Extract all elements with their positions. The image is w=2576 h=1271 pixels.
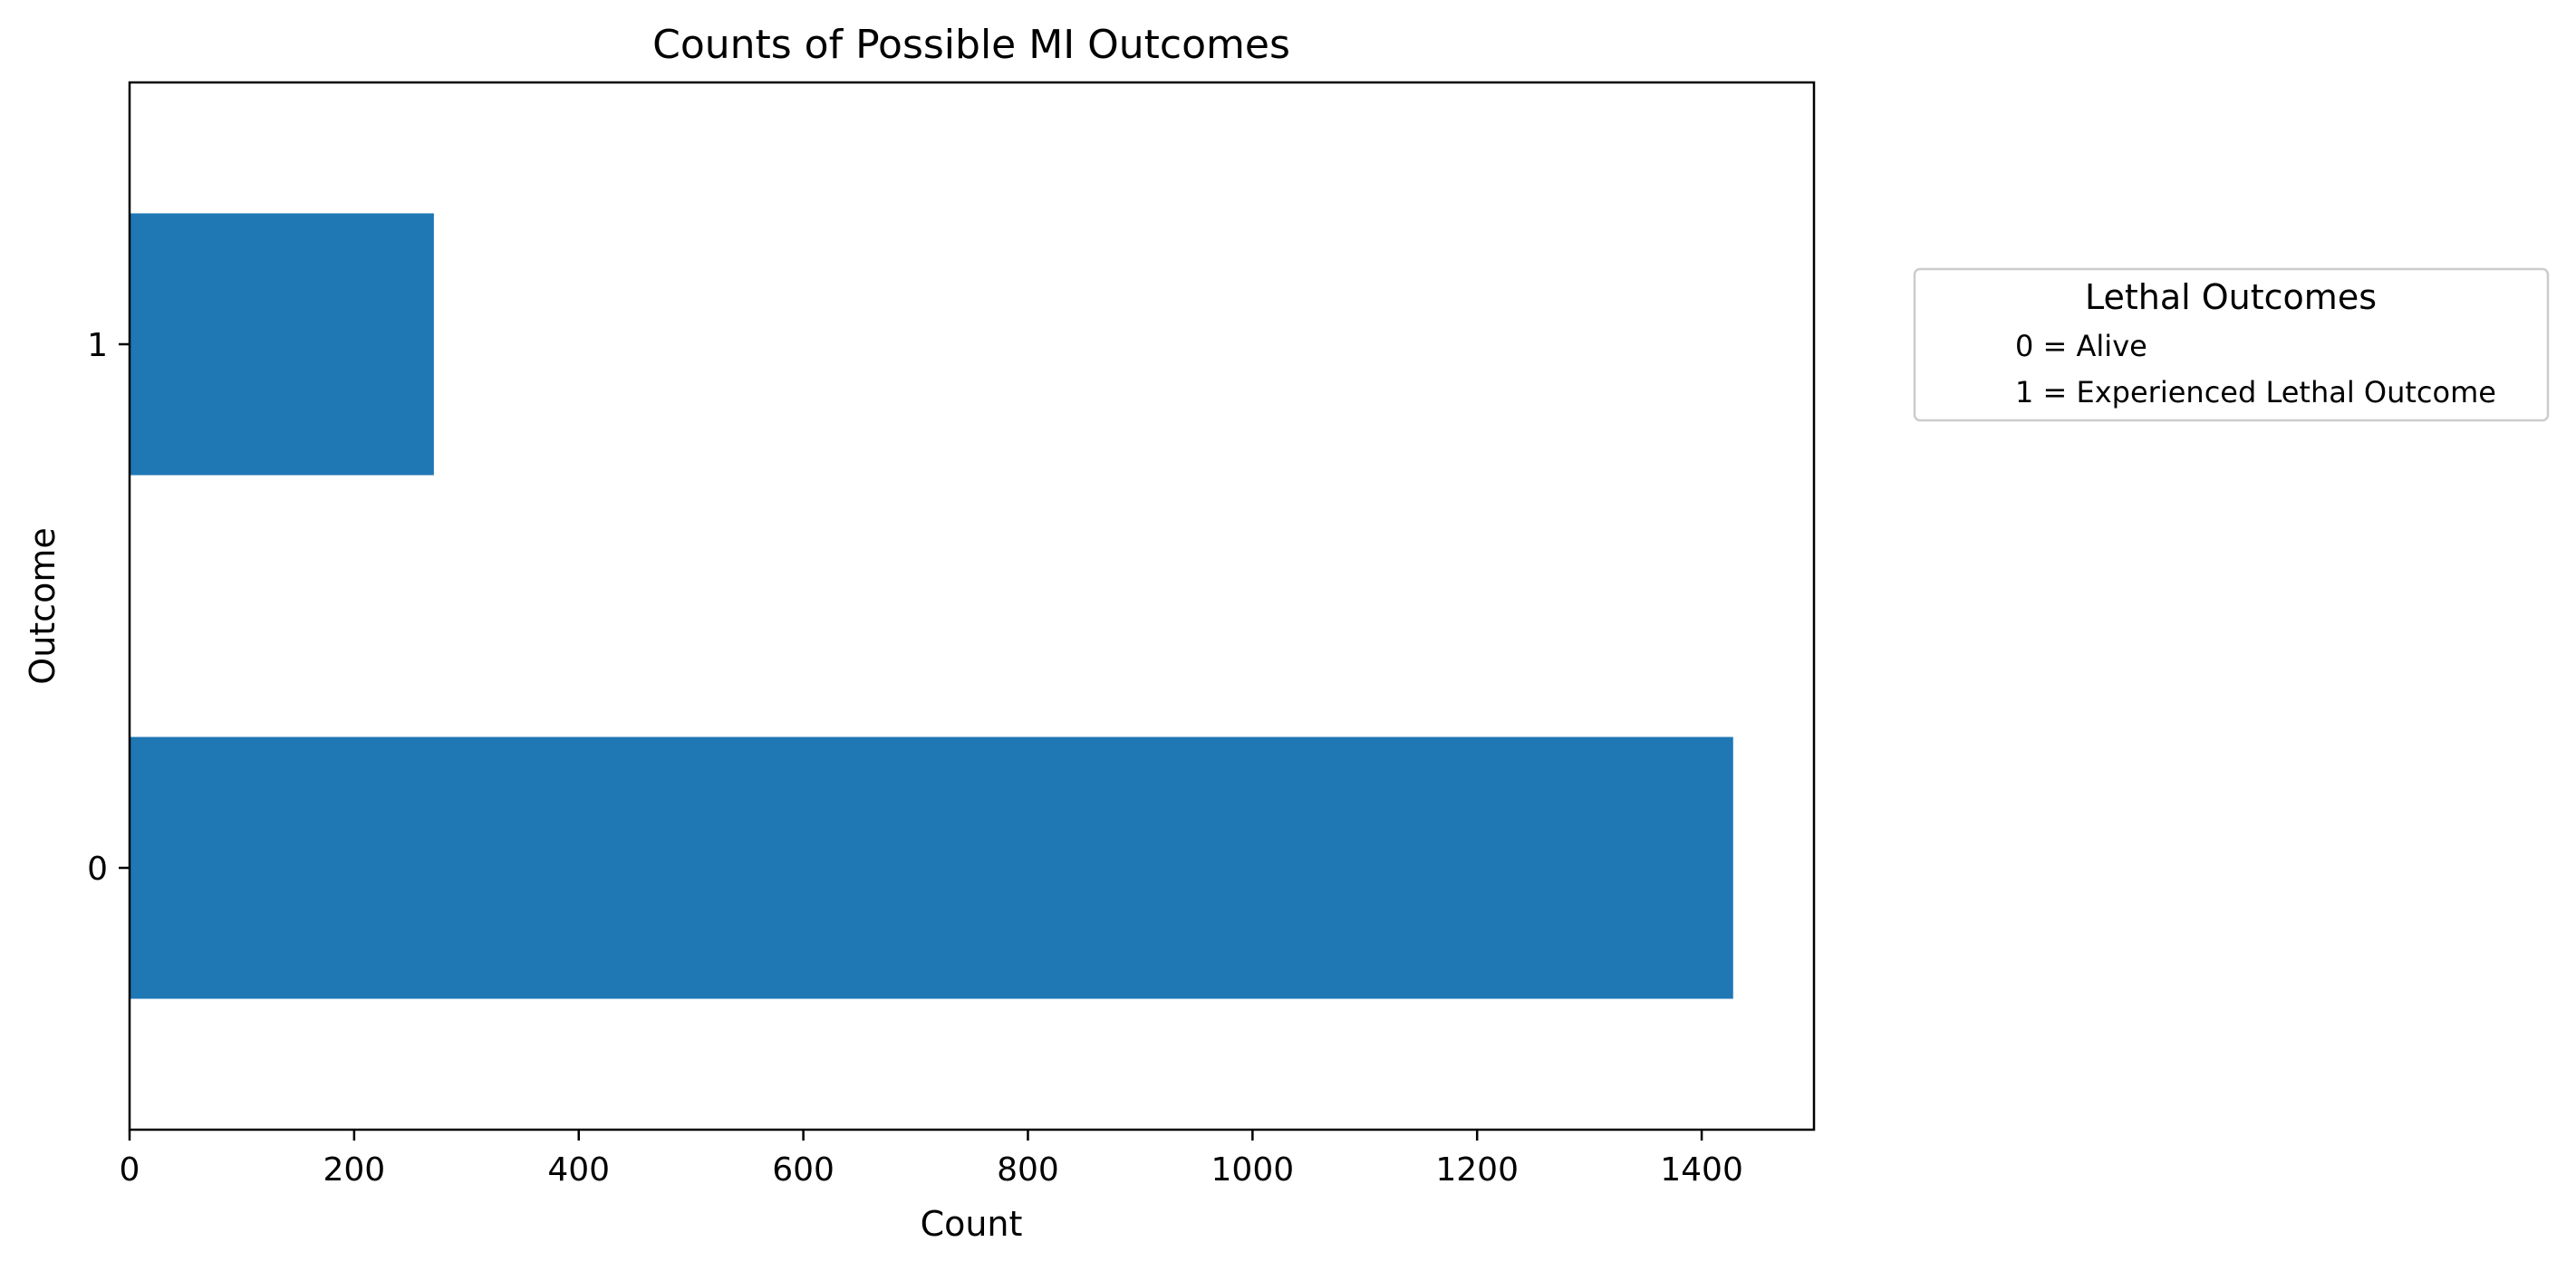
y-axis-label: Outcome [23, 527, 63, 684]
y-tick-label: 0 [87, 851, 108, 888]
x-tick-label: 1000 [1211, 1151, 1295, 1189]
chart-title: Counts of Possible MI Outcomes [652, 22, 1290, 68]
x-tick-label: 1200 [1435, 1151, 1519, 1189]
x-tick-label: 200 [323, 1151, 386, 1189]
x-tick-label: 800 [997, 1151, 1059, 1189]
legend-title: Lethal Outcomes [2085, 277, 2377, 317]
y-axis-ticks: 01 [87, 327, 130, 888]
y-tick-label: 1 [87, 327, 108, 364]
x-tick-label: 600 [772, 1151, 835, 1189]
bars-group [130, 213, 1733, 999]
legend-entry-alive: 0 = Alive [2015, 329, 2147, 363]
legend: Lethal Outcomes 0 = Alive 1 = Experience… [1913, 267, 2550, 422]
plot-area-frame [128, 81, 1816, 1131]
legend-box [1913, 267, 2550, 422]
bar-outcome-0 [130, 737, 1733, 999]
x-axis-label: Count [921, 1204, 1023, 1244]
x-axis-ticks: 0 200 400 600 800 1000 1200 1400 [120, 1130, 1743, 1189]
x-tick-label: 0 [120, 1151, 140, 1189]
x-tick-label: 400 [547, 1151, 610, 1189]
bar-outcome-1 [130, 213, 434, 476]
x-tick-label: 1400 [1660, 1151, 1743, 1189]
legend-entry-lethal: 1 = Experienced Lethal Outcome [2015, 375, 2496, 409]
